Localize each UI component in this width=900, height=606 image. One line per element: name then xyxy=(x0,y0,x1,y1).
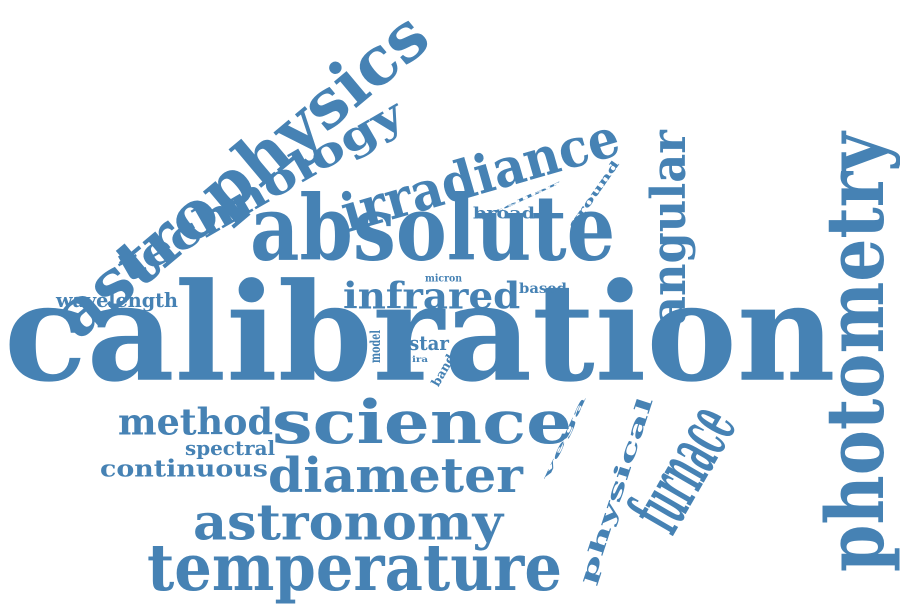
word-absolute: absolute xyxy=(250,174,616,282)
word-ira: ira xyxy=(412,354,429,364)
word-infrared: infrared xyxy=(343,274,521,318)
word-method: method xyxy=(118,400,273,444)
word-temperature: temperature xyxy=(147,529,562,606)
word-spectral: spectral xyxy=(185,436,276,460)
word-astronomy: astronomy xyxy=(193,492,503,552)
word-diameter: diameter xyxy=(268,446,523,504)
word-star: star xyxy=(409,331,449,355)
word-wavelength: wavelength xyxy=(56,288,178,312)
word-calibration: calibration xyxy=(4,252,836,413)
word-photometry: photometry xyxy=(807,131,900,572)
word-angular: angular xyxy=(639,129,697,325)
word-broad: broad xyxy=(473,203,536,223)
word-based: based xyxy=(519,279,567,297)
word-science: science xyxy=(272,386,573,458)
word-continuous: continuous xyxy=(100,454,268,483)
word-micron: micron xyxy=(425,272,462,284)
word-model: model xyxy=(366,329,384,363)
